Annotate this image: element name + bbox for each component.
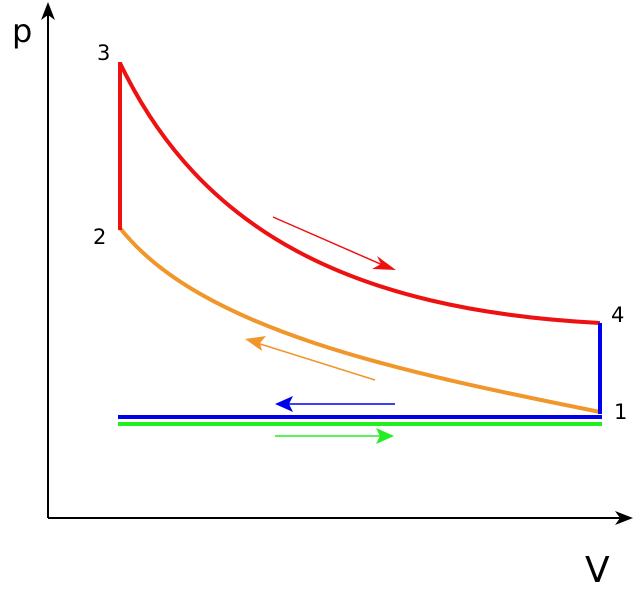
axes [41,2,633,525]
y-axis-arrow [41,2,55,20]
arrow-red [272,216,386,267]
compression-curve [118,226,601,414]
x-axis-label: V [585,550,610,591]
arrowhead-red [372,256,396,270]
point-label: 2 [93,225,106,249]
direction-arrows [245,216,396,444]
expansion-curve [118,62,601,325]
y-axis-label: p [12,12,32,50]
x-axis-arrow [615,511,633,525]
arrowhead-blue [275,396,293,412]
point-label: 4 [611,303,624,327]
point-label: 3 [97,41,110,65]
arrow-orange [256,342,376,381]
arrowhead-green [376,428,394,444]
point-label: 1 [614,400,627,424]
arrowhead-orange [245,336,266,351]
